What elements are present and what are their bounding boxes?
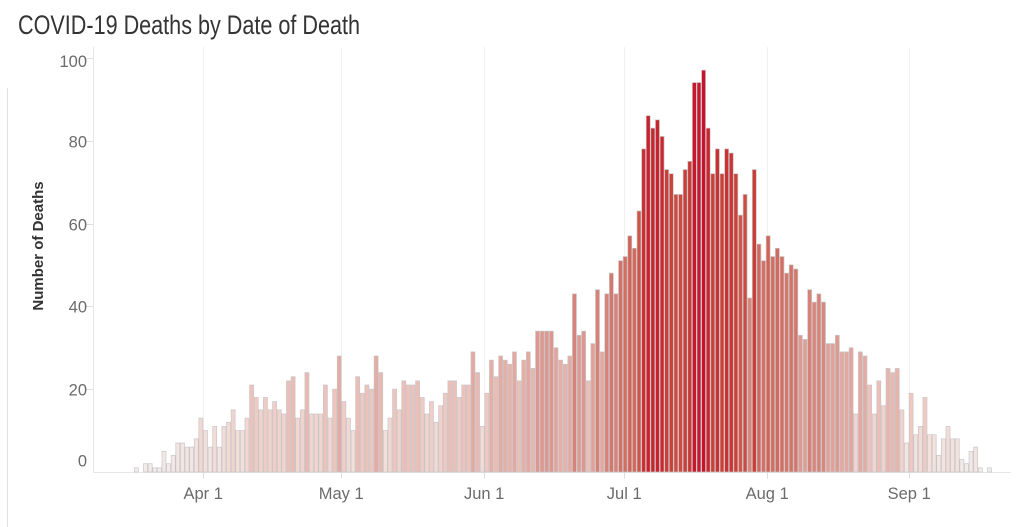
svg-text:Aug 1: Aug 1	[746, 485, 789, 503]
svg-text:60: 60	[69, 216, 87, 234]
svg-text:100: 100	[59, 53, 87, 71]
svg-text:20: 20	[69, 381, 87, 399]
svg-text:0: 0	[78, 452, 87, 470]
svg-text:Number of Deaths: Number of Deaths	[30, 181, 47, 310]
svg-text:Jun 1: Jun 1	[464, 485, 504, 503]
svg-text:May 1: May 1	[319, 485, 364, 503]
svg-text:Jul 1: Jul 1	[607, 485, 642, 503]
svg-text:Apr 1: Apr 1	[183, 485, 222, 503]
svg-text:40: 40	[69, 298, 87, 316]
svg-text:Sep 1: Sep 1	[888, 485, 931, 503]
svg-text:80: 80	[69, 133, 87, 151]
svg-text:COVID-19 Deaths by Date of Dea: COVID-19 Deaths by Date of Death	[18, 10, 360, 40]
